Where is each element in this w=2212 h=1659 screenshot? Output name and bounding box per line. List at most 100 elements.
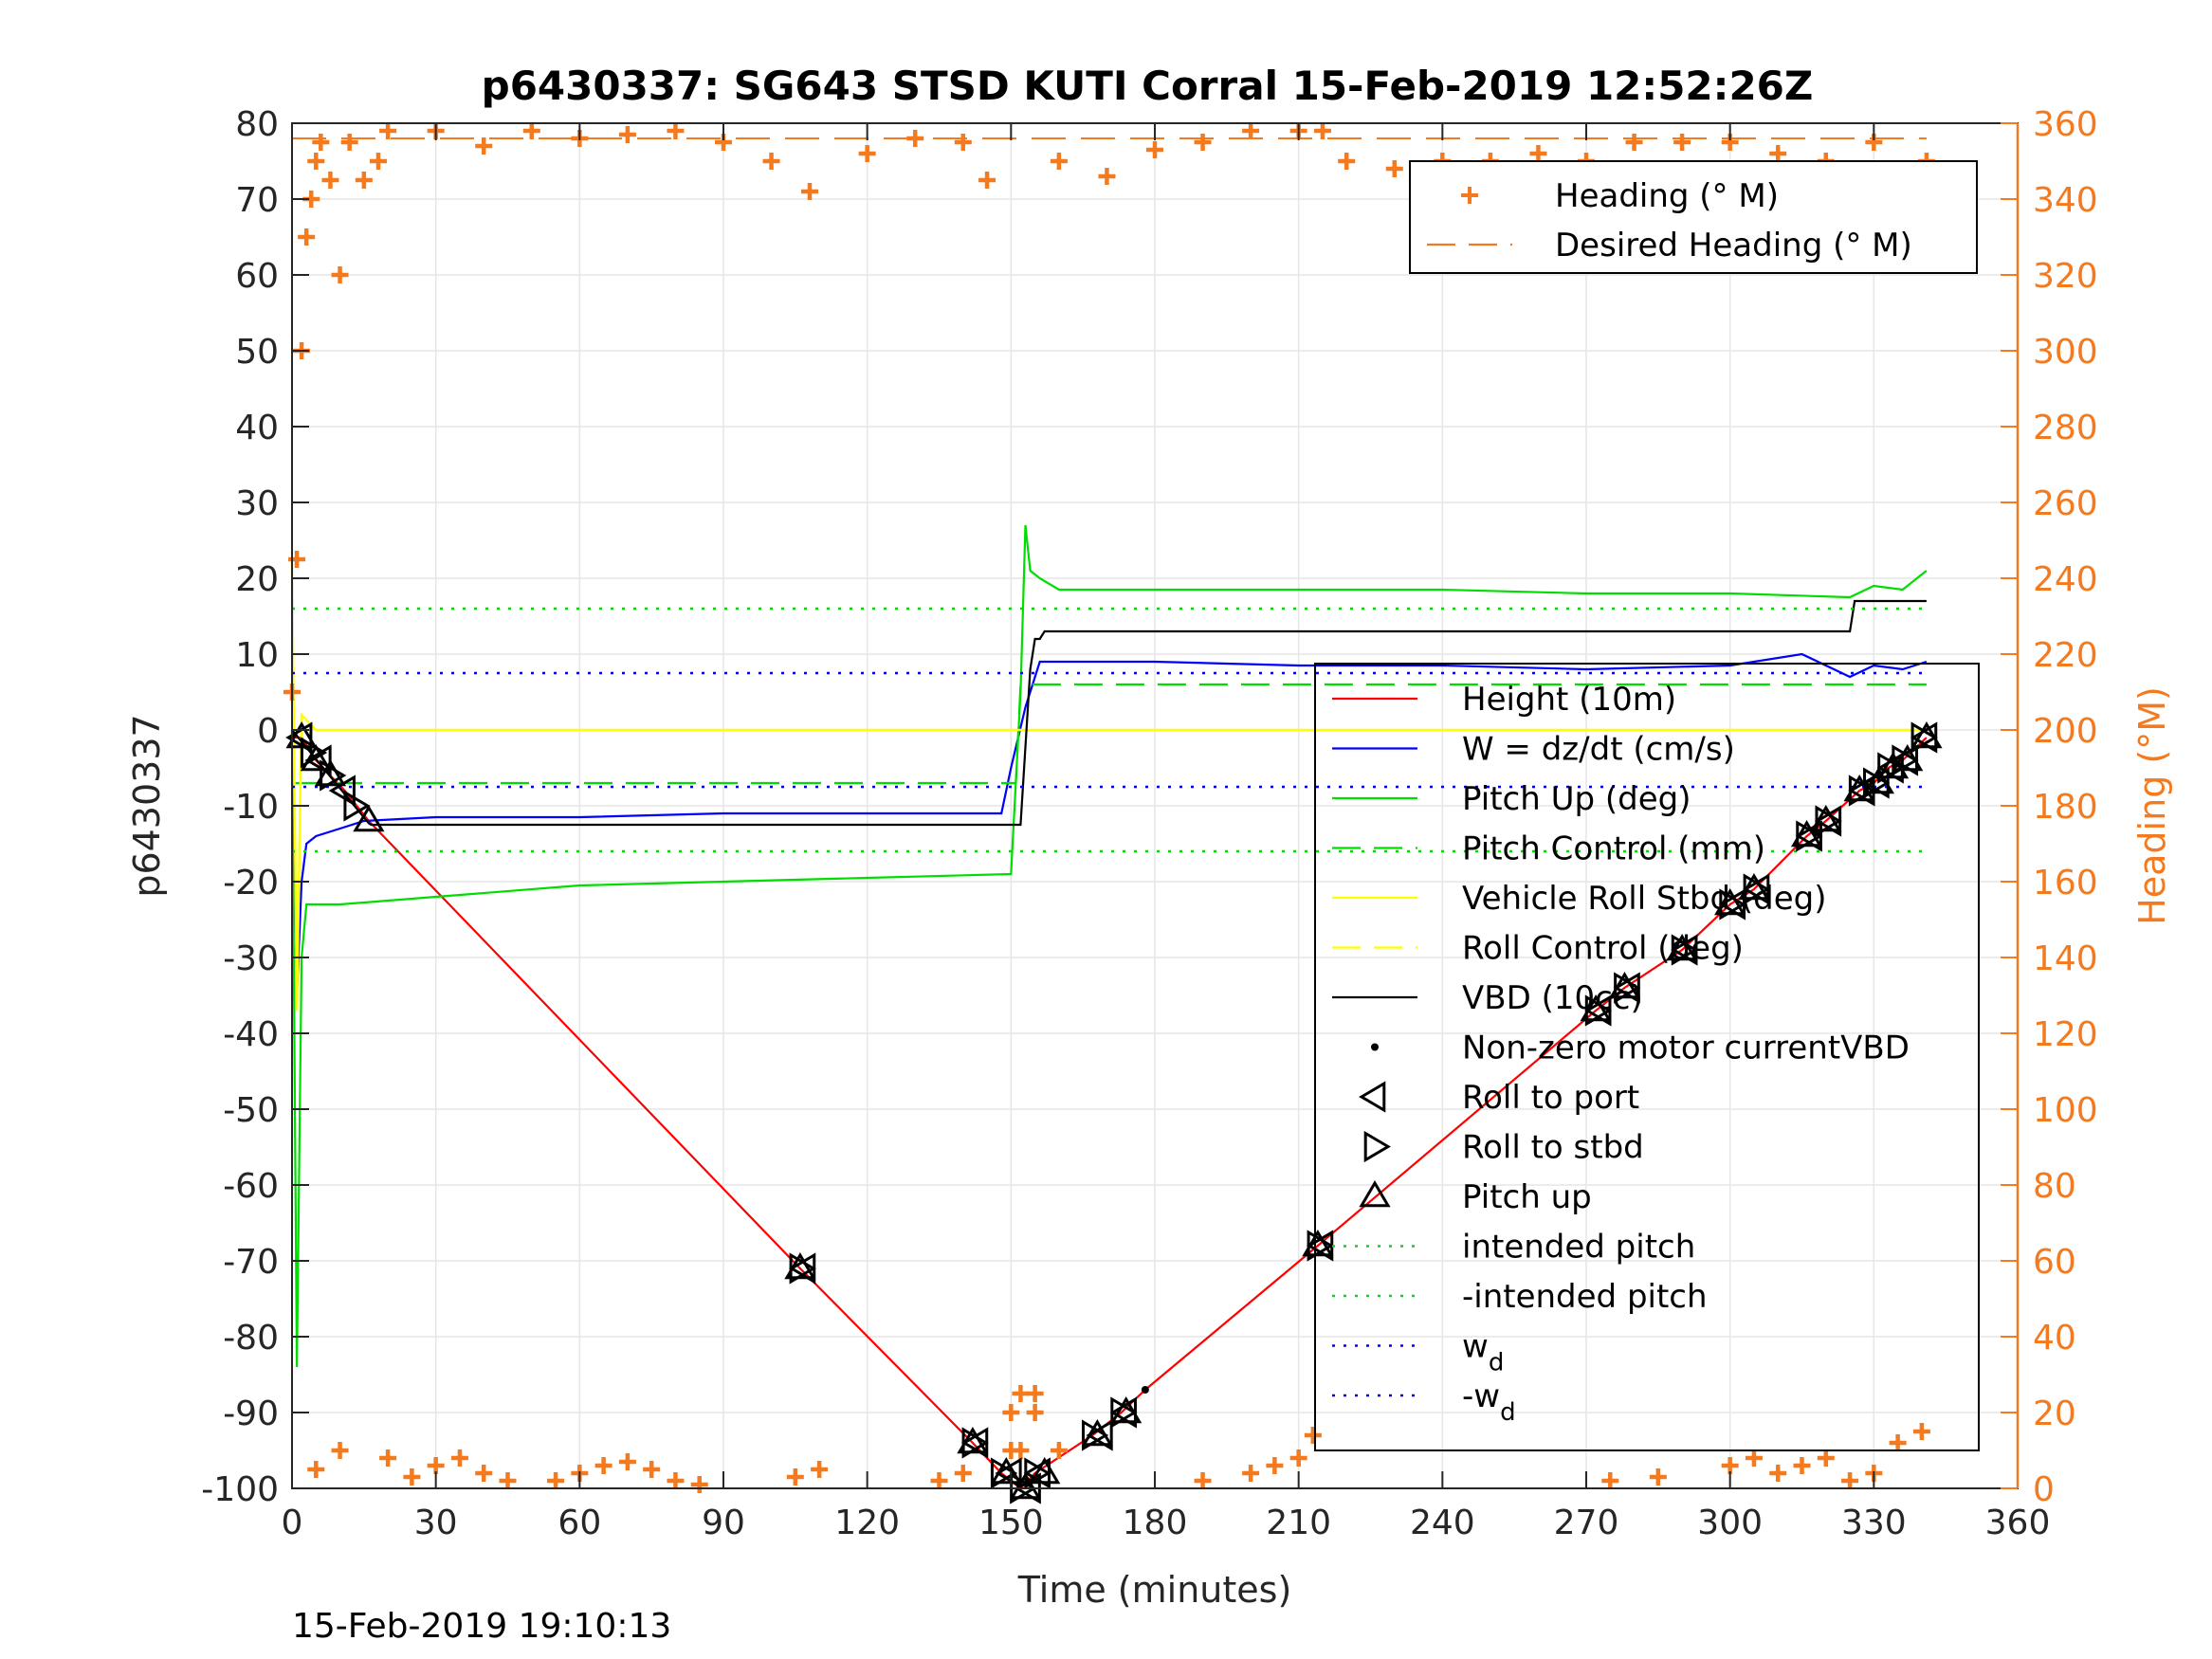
legend-label-text: Vehicle Roll Stbd (deg): [1462, 880, 1827, 918]
heading-point: [1026, 1404, 1044, 1421]
legend-main-label: W = dz/dt (cm/s): [1462, 731, 1735, 769]
marker-nonzero-vbd: [1141, 1386, 1149, 1394]
legend-main: Height (10m) W = dz/dt (cm/s) Pitch Up (de…: [1314, 663, 1980, 1451]
heading-point: [667, 1472, 685, 1489]
legend-heading-label: Heading (° M): [1555, 177, 1779, 215]
heading-point: [331, 1442, 349, 1459]
heading-point: [1529, 145, 1547, 162]
marker-roll-to-stbd: [343, 790, 371, 822]
legend-label-text: W = dz/dt (cm/s): [1462, 731, 1735, 769]
legend-main-label: -intended pitch: [1462, 1278, 1708, 1316]
x-tick-label: 150: [978, 1504, 1044, 1542]
heading-point: [978, 172, 996, 189]
y-right-tick-label: 360: [2033, 105, 2098, 144]
marker-pitch-up: [1862, 767, 1895, 794]
heading-point: [954, 134, 972, 151]
marker-pitch-up: [990, 1457, 1022, 1485]
legend-label-text: VBD (10cc): [1462, 979, 1643, 1017]
series-w-dz-dt-cm-s: [290, 652, 1928, 996]
legend-swatch: [1371, 1043, 1379, 1051]
heading-point: [1002, 1404, 1020, 1421]
series-pitch-control-mm: [292, 683, 1927, 785]
y-right-tick-label: 200: [2033, 712, 2098, 751]
heading-point: [762, 153, 780, 170]
legend-label-subscript: d: [1500, 1398, 1516, 1427]
heading-point: [1012, 1385, 1030, 1402]
heading-point: [690, 1476, 708, 1493]
y-right-tick-label: 220: [2033, 636, 2098, 675]
y-tick-label: 50: [235, 333, 279, 372]
y-right-tick-label: 280: [2033, 409, 2098, 447]
heading-point: [1385, 160, 1403, 177]
heading-point: [1817, 1449, 1835, 1467]
marker-pitch-up: [1738, 873, 1770, 901]
legend-heading: Heading (° M) Desired Heading (° M): [1409, 160, 1978, 274]
marker-pitch-up: [1892, 744, 1924, 772]
heading-point: [522, 122, 540, 139]
heading-point: [1745, 1449, 1763, 1467]
y-right-tick-label: 120: [2033, 1015, 2098, 1054]
marker-pitch-up: [300, 744, 332, 772]
legend-heading-label: Desired Heading (° M): [1555, 227, 1912, 264]
y-axis-ticks: -100-90-80-70-60-50-40-30-20-10010203040…: [201, 105, 309, 1509]
legend-label-text: Non-zero motor currentVBD: [1462, 1030, 1910, 1067]
legend-main-label: VBD (10cc): [1462, 979, 1643, 1017]
heading-point: [1304, 1427, 1322, 1444]
x-tick-label: 330: [1841, 1504, 1907, 1542]
legend-main-label: Pitch up: [1462, 1178, 1592, 1216]
marker-pitch-up: [1666, 934, 1698, 961]
y-tick-label: 0: [257, 712, 279, 751]
legend-label-text: Height (10m): [1462, 681, 1676, 719]
gridlines: [291, 122, 2019, 1489]
footer-timestamp: 15-Feb-2019 19:10:13: [292, 1607, 671, 1646]
y-right-axis-label: Heading (°M): [2131, 686, 2173, 925]
marker-pitch-up: [1790, 820, 1823, 848]
heading-point: [1601, 1472, 1619, 1489]
y-tick-label: -60: [223, 1167, 279, 1206]
marker-pitch-up: [285, 721, 318, 749]
heading-point: [298, 228, 316, 246]
heading-point: [1889, 1434, 1907, 1451]
y-right-tick-label: 340: [2033, 181, 2098, 220]
marker-pitch-up: [1580, 994, 1612, 1022]
legend-swatch: [1359, 1180, 1391, 1208]
legend-main-label: Height (10m): [1462, 681, 1676, 719]
x-tick-label: 30: [414, 1504, 458, 1542]
heading-point: [801, 183, 818, 200]
y-right-tick-label: 60: [2033, 1243, 2076, 1282]
x-tick-label: 0: [282, 1504, 303, 1542]
heading-point: [1050, 1442, 1068, 1459]
heading-point: [1338, 153, 1356, 170]
marker-pitch-up: [314, 759, 347, 787]
marker-pitch-up: [1910, 721, 1943, 749]
y-right-tick-label: 300: [2033, 333, 2098, 372]
heading-point: [1912, 1423, 1930, 1440]
heading-point: [786, 1468, 804, 1486]
legend-label-text: intended pitch: [1462, 1229, 1695, 1267]
series-pitch-up-deg: [290, 524, 1928, 1368]
heading-point: [1649, 1468, 1667, 1486]
heading-point: [1194, 1472, 1212, 1489]
marker-pitch-up: [957, 1427, 989, 1454]
y-tick-label: -80: [223, 1319, 279, 1358]
legend-label-text: Roll to stbd: [1462, 1129, 1644, 1167]
marker-pitch-up: [1009, 1472, 1042, 1500]
series-vbd-10cc: [291, 599, 1927, 827]
heading-point: [1242, 1465, 1260, 1482]
legend-label-text: Pitch Up (deg): [1462, 780, 1691, 818]
legend-label-text: Pitch up: [1462, 1178, 1592, 1216]
y-right-tick-label: 0: [2033, 1470, 2055, 1509]
marker-pitch-up: [1714, 888, 1746, 916]
legend-main-label: -wd: [1462, 1377, 1516, 1427]
legend-main-label: Vehicle Roll Stbd (deg): [1462, 880, 1827, 918]
y-tick-label: 40: [235, 409, 279, 447]
heading-point: [1673, 134, 1691, 151]
x-tick-label: 240: [1410, 1504, 1475, 1542]
marker-pitch-up: [1608, 972, 1641, 999]
y-right-tick-label: 20: [2033, 1395, 2076, 1433]
heading-point: [1002, 1442, 1020, 1459]
marker-pitch-up: [1302, 1230, 1334, 1257]
y-right-tick-label: 40: [2033, 1319, 2076, 1358]
heading-point: [403, 1468, 421, 1486]
x-axis-label: Time (minutes): [1017, 1569, 1292, 1611]
